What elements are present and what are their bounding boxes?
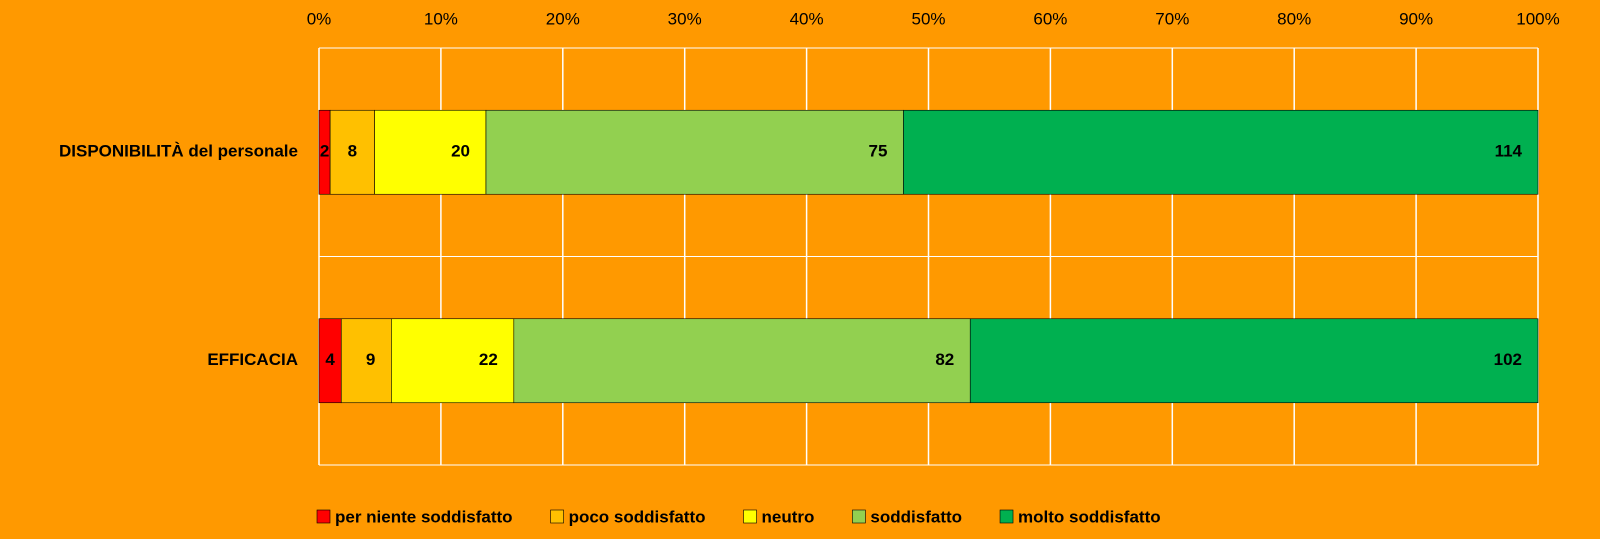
data-label: 114: [1495, 142, 1523, 161]
x-tick-label: 40%: [790, 9, 824, 28]
bar-segment: [340, 318, 392, 404]
data-label: 20: [451, 142, 470, 161]
x-tick-label: 10%: [424, 9, 458, 28]
x-tick-label: 50%: [911, 9, 945, 28]
legend-swatch: [550, 509, 564, 524]
legend-label: poco soddisfatto: [569, 507, 706, 526]
bar-segment: [374, 109, 487, 195]
legend-label: per niente soddisfatto: [335, 507, 513, 526]
bar-segment: [969, 318, 1539, 404]
bar-segment: [329, 109, 375, 195]
bar-segment: [485, 109, 904, 195]
legend-swatch: [316, 509, 331, 524]
x-tick-label: 0%: [307, 9, 332, 28]
bar-segment: [513, 318, 971, 404]
category-label: EFFICACIA: [207, 350, 298, 369]
data-label: 4: [325, 350, 335, 369]
x-tick-label: 20%: [546, 9, 580, 28]
legend-label: molto soddisfatto: [1018, 507, 1161, 526]
category-label: DISPONIBILITÀ del personale: [59, 142, 298, 161]
data-label: 2: [320, 142, 329, 161]
data-label: 22: [479, 350, 498, 369]
data-label: 9: [366, 350, 375, 369]
x-tick-label: 70%: [1155, 9, 1189, 28]
bar-segment: [391, 318, 515, 404]
x-tick-label: 30%: [668, 9, 702, 28]
data-label: 8: [348, 142, 357, 161]
legend-swatch: [852, 509, 866, 524]
legend-swatch: [743, 509, 757, 524]
data-label: 82: [935, 350, 954, 369]
legend-label: soddisfatto: [870, 507, 962, 526]
x-tick-label: 60%: [1033, 9, 1067, 28]
data-label: 102: [1494, 350, 1522, 369]
x-tick-label: 100%: [1516, 9, 1559, 28]
bar-segment: [903, 109, 1539, 195]
legend-label: neutro: [762, 507, 815, 526]
x-tick-label: 90%: [1399, 9, 1433, 28]
x-tick-label: 80%: [1277, 9, 1311, 28]
legend-swatch: [999, 509, 1014, 524]
data-label: 75: [869, 142, 888, 161]
